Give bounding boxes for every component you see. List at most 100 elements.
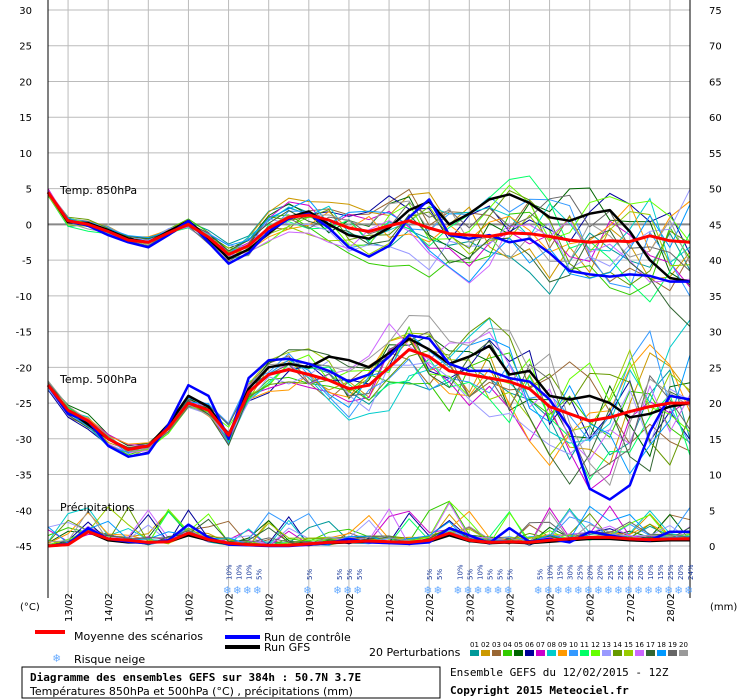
y-right-tick-label: 20	[709, 399, 722, 410]
snow-icon: ❄	[504, 583, 511, 597]
pert-17-t850	[47, 194, 691, 327]
label-t500: Temp. 500hPa	[59, 373, 137, 386]
snow-pct-label: 20%	[677, 564, 685, 580]
pert-color-swatch	[602, 650, 611, 656]
pert-color-swatch	[558, 650, 567, 656]
pert-id-label: 14	[613, 641, 622, 649]
pert-id-label: 02	[481, 641, 490, 649]
perturbation-color-key: 01 02 03 04 05 06 07 08 09 10 11 12 13 14 15 16 17 18 19 20	[470, 641, 688, 656]
pert-color-swatch	[470, 650, 479, 656]
snow-pct-label: 5%	[356, 569, 364, 580]
y-right-unit: (mm)	[710, 602, 737, 613]
pert-color-swatch	[492, 650, 501, 656]
y-left-tick-label: 0	[26, 220, 32, 231]
y-left-tick-label: -5	[22, 256, 32, 267]
y-left-tick-label: -20	[16, 363, 32, 374]
pert-color-swatch	[569, 650, 578, 656]
pert-18-precip	[47, 505, 691, 546]
pert-color-swatch	[503, 650, 512, 656]
snow-icon: ❄	[474, 583, 481, 597]
pert-color-swatch	[481, 650, 490, 656]
legend-perturbations-label: 20 Perturbations	[369, 646, 461, 659]
snow-pct-label: 5%	[466, 569, 474, 580]
snow-risk-row: ❄10%❄10%❄10%❄5%❄5%❄5%❄5%❄5%❄5%❄5%❄10%❄5%…	[224, 564, 695, 597]
pert-id-label: 04	[503, 641, 512, 649]
pert-color-swatch	[613, 650, 622, 656]
title-line2: Températures 850hPa et 500hPa (°C) , pré…	[29, 685, 353, 698]
snow-pct-label: 15%	[657, 564, 665, 580]
snow-pct-label: 10%	[647, 564, 655, 580]
y-right-tick-label: 25	[709, 363, 722, 374]
pert-id-label: 06	[525, 641, 534, 649]
series-precip_mean	[47, 530, 690, 548]
snow-legend-icon: ❄	[53, 651, 60, 665]
y-right-tick-label: 75	[709, 6, 722, 17]
pert-id-label: 19	[668, 641, 677, 649]
x-tick-label: 14/02	[104, 593, 115, 622]
snow-icon: ❄	[454, 583, 461, 597]
pert-id-label: 05	[514, 641, 523, 649]
y-left-tick-label: -45	[16, 542, 32, 553]
y-left-tick-label: -40	[16, 506, 32, 517]
x-tick-label: 25/02	[546, 593, 557, 622]
legend-gfs-label: Run GFS	[264, 641, 310, 654]
snow-pct-label: 5%	[426, 569, 434, 580]
y-left-unit: (°C)	[20, 602, 40, 613]
snow-icon: ❄	[655, 583, 662, 597]
title-box	[21, 666, 441, 699]
y-left-tick-label: 15	[19, 113, 32, 124]
y-right-tick-label: 65	[709, 77, 722, 88]
x-tick-label: 28/02	[666, 593, 677, 622]
y-right-tick-label: 10	[709, 471, 722, 482]
y-left-tick-label: -15	[16, 328, 32, 339]
pert-id-label: 13	[602, 641, 611, 649]
snow-icon: ❄	[625, 583, 632, 597]
snow-pct-label: 30%	[567, 564, 575, 580]
snow-icon: ❄	[665, 583, 672, 597]
snow-pct-label: 24%	[687, 564, 695, 580]
y-right-tick-label: 0	[709, 542, 715, 553]
snow-icon: ❄	[234, 583, 241, 597]
pert-color-swatch	[547, 650, 556, 656]
x-tick-label: 16/02	[184, 593, 195, 622]
legend-mean-label: Moyenne des scénarios	[74, 630, 203, 643]
pert-id-label: 17	[646, 641, 655, 649]
snow-icon: ❄	[685, 583, 692, 597]
snow-icon: ❄	[635, 583, 642, 597]
snow-pct-label: 25%	[607, 564, 615, 580]
pert-color-swatch	[580, 650, 589, 656]
snow-pct-label: 5%	[436, 569, 444, 580]
snow-icon: ❄	[464, 583, 471, 597]
snow-pct-label: 5%	[346, 569, 354, 580]
snow-pct-label: 25%	[667, 564, 675, 580]
label-precip: Précipitations	[60, 501, 135, 514]
series-t500_mean	[46, 348, 690, 451]
snow-pct-label: 10%	[476, 564, 484, 580]
snow-icon: ❄	[424, 583, 431, 597]
pert-color-swatch	[635, 650, 644, 656]
x-tick-label: 20/02	[345, 593, 356, 622]
snow-icon: ❄	[645, 583, 652, 597]
snow-pct-label: 10%	[246, 564, 254, 580]
chart-axes: 302520151050-5-10-15-20-25-30-35-40-4575…	[16, 0, 737, 622]
pert-color-swatch	[646, 650, 655, 656]
snow-pct-label: 5%	[256, 569, 264, 580]
x-tick-label: 23/02	[465, 593, 476, 622]
legend-snow-label: Risque neige	[74, 653, 145, 666]
x-tick-label: 18/02	[265, 593, 276, 622]
y-left-tick-label: -35	[16, 471, 32, 482]
snow-icon: ❄	[555, 583, 562, 597]
x-tick-label: 13/02	[64, 593, 75, 622]
snow-icon: ❄	[605, 583, 612, 597]
snow-pct-label: 5%	[336, 569, 344, 580]
footer-copyright: Copyright 2015 Meteociel.fr	[450, 684, 629, 697]
snow-icon: ❄	[565, 583, 572, 597]
pert-color-swatch	[624, 650, 633, 656]
snow-icon: ❄	[334, 583, 341, 597]
y-right-tick-label: 40	[709, 256, 722, 267]
snow-pct-label: 15%	[557, 564, 565, 580]
snow-pct-label: 5%	[306, 569, 314, 580]
pert-id-label: 08	[547, 641, 556, 649]
x-tick-label: 26/02	[586, 593, 597, 622]
